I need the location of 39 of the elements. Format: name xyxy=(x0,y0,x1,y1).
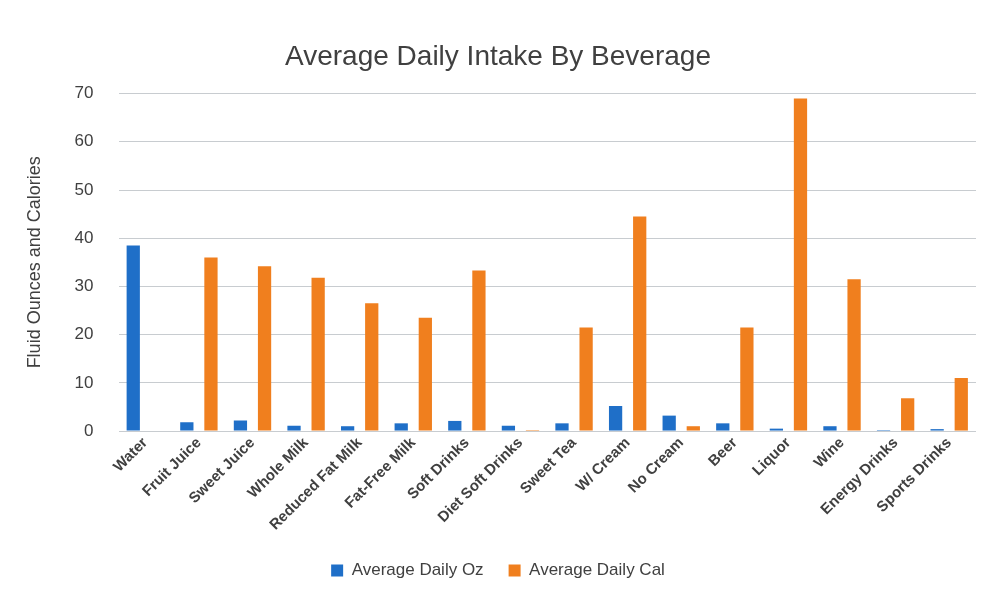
bar xyxy=(954,378,968,431)
bar xyxy=(365,303,379,431)
y-tick-label: 30 xyxy=(74,276,94,296)
bar xyxy=(257,266,272,431)
y-tick-label: 60 xyxy=(74,131,94,151)
chart-title: Average Daily Intake By Beverage xyxy=(285,39,711,71)
bar xyxy=(740,327,754,431)
bar xyxy=(204,257,218,431)
bar xyxy=(662,415,676,431)
bar xyxy=(793,98,808,431)
bar xyxy=(686,426,700,431)
y-tick-label: 0 xyxy=(84,420,94,440)
y-axis-title: Fluid Ounces and Calories xyxy=(23,156,44,369)
bar xyxy=(448,420,462,431)
bar xyxy=(287,425,301,431)
bar xyxy=(579,327,593,431)
y-tick-label: 50 xyxy=(74,179,94,199)
bar xyxy=(394,423,408,431)
bar xyxy=(633,216,647,431)
y-tick-label: 40 xyxy=(74,227,94,247)
bar xyxy=(823,426,837,431)
bar xyxy=(847,279,861,431)
bar xyxy=(233,420,248,431)
bar xyxy=(311,277,325,431)
bar xyxy=(608,405,623,431)
bar xyxy=(472,270,486,431)
bar xyxy=(340,426,355,431)
bar xyxy=(180,422,194,431)
legend-label: Average Daily Oz xyxy=(351,560,484,580)
y-tick-label: 70 xyxy=(74,83,94,103)
bar xyxy=(501,425,516,431)
bar xyxy=(901,398,915,431)
bar xyxy=(418,317,432,431)
bar xyxy=(126,245,140,431)
y-tick-label: 10 xyxy=(74,372,94,392)
bar xyxy=(555,423,569,431)
y-tick-label: 20 xyxy=(74,324,94,344)
legend-label: Average Daily Cal xyxy=(529,560,665,580)
bar xyxy=(716,423,730,431)
